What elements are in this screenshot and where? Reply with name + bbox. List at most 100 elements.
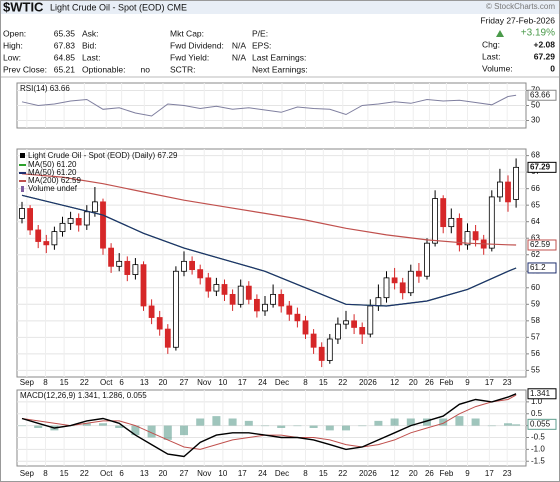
y-tick-label: 65 bbox=[531, 200, 540, 209]
candle-body bbox=[351, 320, 358, 328]
x-tick-label: 15 bbox=[60, 378, 69, 387]
x-tick-label: 12 bbox=[390, 469, 399, 478]
histogram-bar bbox=[147, 425, 156, 438]
y-tick-label: 59 bbox=[531, 299, 540, 308]
x-tick-label: 27 bbox=[180, 469, 189, 478]
candle-body bbox=[334, 323, 341, 340]
y-tick-label: 62 bbox=[531, 250, 540, 259]
value-box bbox=[527, 388, 557, 400]
x-tick-label: 27 bbox=[180, 378, 189, 387]
value-box-label: 67.29 bbox=[530, 162, 551, 171]
x-tick-label: 13 bbox=[140, 469, 149, 478]
field-label: Volume: bbox=[482, 63, 513, 73]
candle-body bbox=[270, 293, 277, 305]
histogram-bar bbox=[293, 425, 302, 427]
histogram-bar bbox=[309, 425, 318, 428]
rsi-title: RSI(14) 63.66 bbox=[20, 84, 70, 93]
x-tick-label: 23 bbox=[503, 378, 512, 387]
legend-label: MA(50) 61.20 bbox=[28, 168, 77, 177]
candle-body bbox=[415, 270, 422, 277]
histogram-bar bbox=[487, 425, 496, 427]
field-value: 67.29 bbox=[534, 51, 556, 61]
histogram-bar bbox=[325, 425, 334, 431]
x-tick-label: 17 bbox=[238, 378, 247, 387]
candle-body bbox=[407, 270, 414, 294]
candle-body bbox=[318, 346, 325, 361]
candle-body bbox=[189, 260, 196, 271]
histogram-bar bbox=[423, 418, 431, 426]
x-tick-label: 8 bbox=[303, 378, 308, 387]
candle-body bbox=[164, 328, 171, 348]
x-tick-label: 8 bbox=[43, 378, 48, 387]
field-label: Last Earnings: bbox=[252, 52, 306, 62]
up-arrow bbox=[496, 30, 504, 37]
legend-label: MA(50) 61.20 bbox=[28, 160, 77, 169]
x-tick-label: Sep bbox=[20, 378, 35, 387]
x-tick-label: Sep bbox=[20, 469, 35, 478]
y-tick-label: -1.5 bbox=[531, 456, 545, 465]
candle-body bbox=[51, 231, 58, 246]
x-tick-label: 20 bbox=[409, 378, 418, 387]
field-label: Low: bbox=[3, 52, 21, 62]
histogram-bar bbox=[180, 425, 188, 436]
x-tick-label: 2026 bbox=[359, 469, 377, 478]
legend-swatch bbox=[20, 153, 25, 158]
x-tick-label: 9 bbox=[465, 378, 470, 387]
ma-line bbox=[21, 194, 517, 307]
histogram-bar bbox=[228, 418, 237, 426]
y-tick-label: 1.0 bbox=[531, 397, 543, 406]
field-label: Chg: bbox=[482, 39, 500, 49]
candle-body bbox=[83, 211, 90, 226]
candle-body bbox=[59, 222, 66, 233]
candle-body bbox=[75, 217, 82, 226]
y-tick-label: -0.5 bbox=[531, 433, 545, 442]
histogram-bar bbox=[82, 423, 91, 426]
y-tick-label: 64 bbox=[531, 217, 540, 226]
candle-body bbox=[253, 298, 260, 312]
histogram-bar bbox=[406, 418, 415, 426]
x-tick-label: 26 bbox=[425, 469, 434, 478]
value-box bbox=[527, 89, 557, 101]
candle-body bbox=[181, 260, 187, 272]
candle-body bbox=[472, 231, 479, 241]
candle-body bbox=[448, 217, 455, 228]
candle-body bbox=[100, 201, 106, 249]
value-box bbox=[527, 418, 557, 430]
candle-body bbox=[205, 277, 212, 292]
ma-line bbox=[21, 173, 517, 246]
field-value: +2.08 bbox=[533, 39, 555, 49]
histogram-bar bbox=[34, 425, 43, 428]
x-tick-label: 17 bbox=[238, 469, 247, 478]
candle-body bbox=[464, 231, 471, 246]
panel bbox=[16, 389, 527, 467]
legend-swatch bbox=[21, 186, 24, 192]
y-tick-label: 63 bbox=[531, 233, 540, 242]
candle-body bbox=[237, 285, 244, 305]
histogram-bar bbox=[131, 425, 140, 436]
value-box-label: 61.2 bbox=[530, 263, 546, 272]
candle-body bbox=[132, 264, 139, 275]
histogram-bar bbox=[342, 425, 350, 431]
legend-label: MA(200) 62.59 bbox=[28, 176, 81, 185]
candle-body bbox=[391, 277, 398, 284]
x-tick-label: Dec bbox=[275, 469, 289, 478]
x-tick-label: Nov bbox=[197, 378, 211, 387]
x-tick-label: 15 bbox=[60, 469, 69, 478]
field-value: no bbox=[141, 64, 151, 74]
candle-body bbox=[43, 241, 50, 246]
y-tick-label: -1.0 bbox=[531, 444, 545, 453]
macd-line bbox=[21, 393, 517, 458]
field-label: Fwd Dividend: bbox=[170, 40, 224, 50]
histogram-bar bbox=[471, 418, 480, 426]
x-tick-label: 12 bbox=[390, 378, 399, 387]
candle-body bbox=[19, 208, 25, 219]
x-tick-label: 17 bbox=[485, 378, 494, 387]
field-value: 65.21 bbox=[54, 64, 76, 74]
x-tick-label: 15 bbox=[319, 378, 328, 387]
candle-body bbox=[286, 305, 293, 315]
x-tick-label: 8 bbox=[43, 469, 48, 478]
field-value: N/A bbox=[232, 52, 247, 62]
x-tick-label: 20 bbox=[409, 469, 418, 478]
field-label: Last: bbox=[482, 51, 500, 61]
